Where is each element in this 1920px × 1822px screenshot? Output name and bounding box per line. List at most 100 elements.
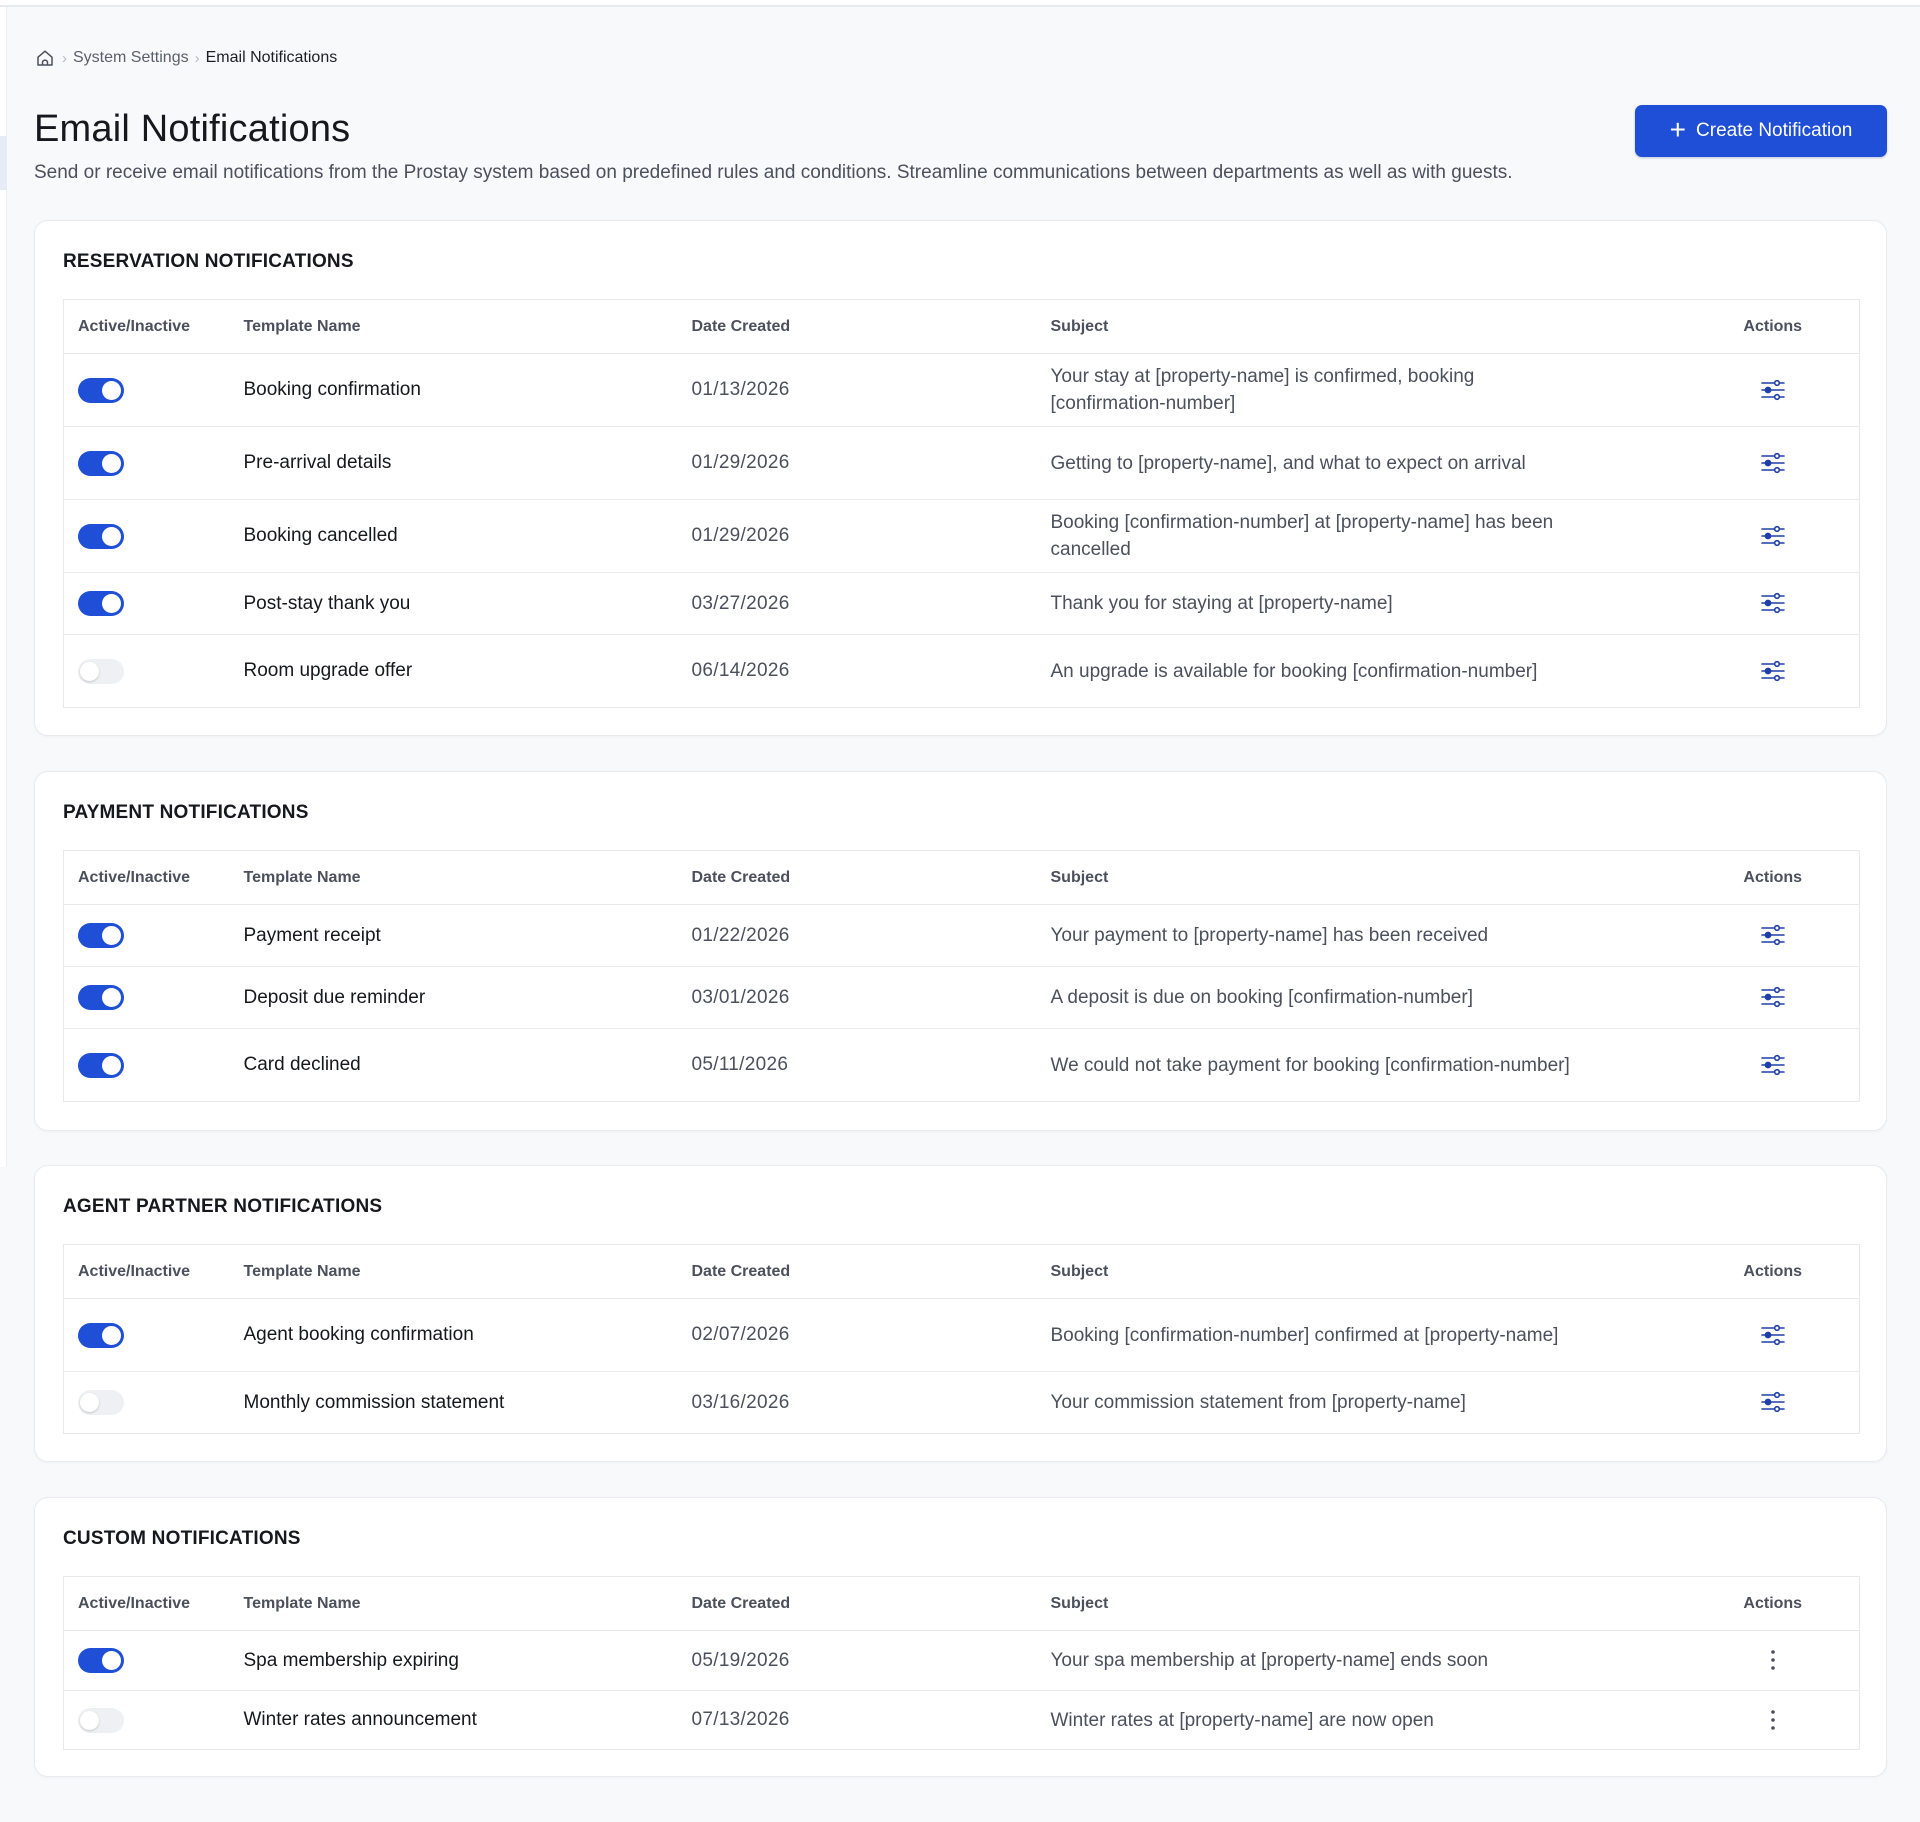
sliders-icon[interactable]: [1755, 1384, 1791, 1420]
template-name[interactable]: Booking cancelled: [243, 525, 398, 546]
active-cell: [64, 1029, 244, 1102]
notification-section-card: PAYMENT NOTIFICATIONS Active/Inactive Temp…: [34, 771, 1887, 1131]
active-toggle[interactable]: [78, 1648, 124, 1673]
actions-cell: [1686, 572, 1860, 635]
subject-text: Your commission statement from [property…: [1050, 1392, 1466, 1413]
template-name-cell: Booking cancelled: [243, 499, 692, 573]
col-date-created-header: Date Created: [691, 850, 1051, 905]
actions-cell: [1686, 966, 1860, 1029]
subject-cell: Thank you for staying at [property-name]: [1050, 572, 1687, 635]
date-created: 01/29/2026: [691, 525, 790, 546]
active-toggle[interactable]: [78, 658, 124, 684]
date-created-cell: 05/11/2026: [692, 1029, 1051, 1102]
home-icon[interactable]: [34, 47, 56, 69]
more-vertical-icon[interactable]: [1755, 1702, 1791, 1738]
date-created: 01/22/2026: [691, 924, 790, 946]
date-created: 02/07/2026: [691, 1324, 790, 1345]
date-created-cell: 01/29/2026: [691, 426, 1051, 500]
subject-cell: An upgrade is available for booking [con…: [1051, 635, 1687, 708]
breadcrumb-system-settings[interactable]: System Settings: [73, 49, 189, 66]
template-name[interactable]: Spa membership expiring: [243, 1649, 459, 1671]
active-cell: [63, 499, 244, 573]
col-subject-header: Subject: [1050, 1576, 1687, 1631]
sliders-icon[interactable]: [1755, 372, 1791, 408]
plus-icon: +: [1669, 113, 1687, 145]
date-created-cell: 02/07/2026: [691, 1298, 1051, 1372]
sliders-icon[interactable]: [1755, 917, 1791, 953]
template-name-cell: Monthly commission statement: [244, 1372, 692, 1434]
create-notification-button[interactable]: + Create Notification: [1635, 105, 1887, 157]
active-toggle[interactable]: [78, 923, 124, 948]
active-toggle[interactable]: [78, 377, 124, 403]
date-created: 03/27/2026: [691, 592, 790, 614]
active-toggle[interactable]: [78, 1322, 124, 1348]
date-created: 01/29/2026: [691, 452, 790, 473]
subject-text: A deposit is due on booking [confirmatio…: [1050, 987, 1473, 1008]
active-cell: [64, 1372, 244, 1434]
col-actions-header: Actions: [1686, 1244, 1860, 1299]
date-created-cell: 01/29/2026: [691, 499, 1051, 573]
template-name[interactable]: Agent booking confirmation: [243, 1324, 474, 1345]
sliders-icon[interactable]: [1755, 1047, 1791, 1083]
template-name[interactable]: Booking confirmation: [243, 379, 421, 400]
notification-section-card: RESERVATION NOTIFICATIONS Active/Inactive…: [34, 220, 1887, 736]
col-actions-header: Actions: [1686, 850, 1860, 905]
sliders-icon[interactable]: [1755, 445, 1791, 481]
active-toggle[interactable]: [78, 1707, 124, 1733]
subject-text: Thank you for staying at [property-name]: [1050, 593, 1393, 614]
active-cell: [63, 904, 244, 967]
table-header-row: Active/Inactive Template Name Date Created…: [63, 299, 1860, 354]
date-created-cell: 03/01/2026: [691, 966, 1051, 1029]
subject-cell: We could not take payment for booking [c…: [1051, 1029, 1687, 1102]
template-name-cell: Booking confirmation: [243, 353, 692, 427]
active-toggle[interactable]: [78, 523, 124, 549]
notifications-table: Active/Inactive Template Name Date Created…: [63, 850, 1860, 1102]
table-row: Post-stay thank you 03/27/2026 Thank you f…: [63, 572, 1860, 635]
active-toggle[interactable]: [78, 1052, 124, 1078]
sliders-icon[interactable]: [1755, 979, 1791, 1015]
sliders-icon[interactable]: [1755, 518, 1791, 554]
date-created: 05/11/2026: [691, 1054, 789, 1075]
breadcrumb-current: Email Notifications: [205, 49, 338, 66]
sliders-icon[interactable]: [1755, 585, 1791, 621]
active-toggle[interactable]: [78, 985, 124, 1010]
actions-cell: [1686, 1298, 1860, 1372]
more-vertical-icon[interactable]: [1755, 1642, 1791, 1678]
active-toggle[interactable]: [78, 450, 124, 476]
sliders-icon[interactable]: [1755, 653, 1791, 689]
subject-text: We could not take payment for booking [c…: [1050, 1054, 1570, 1076]
active-toggle[interactable]: [78, 591, 124, 616]
col-actions-header: Actions: [1686, 1576, 1860, 1631]
col-subject-header: Subject: [1050, 299, 1687, 354]
template-name[interactable]: Monthly commission statement: [243, 1391, 505, 1413]
date-created-cell: 01/22/2026: [691, 904, 1051, 967]
subject-text: Getting to [property-name], and what to …: [1050, 452, 1526, 474]
date-created-cell: 03/16/2026: [692, 1372, 1051, 1434]
date-created: 03/01/2026: [691, 986, 790, 1008]
template-name[interactable]: Pre-arrival details: [243, 452, 392, 473]
table-header-row: Active/Inactive Template Name Date Created…: [63, 850, 1860, 905]
sliders-icon[interactable]: [1755, 1317, 1791, 1353]
active-cell: [63, 426, 244, 500]
actions-cell: [1687, 1691, 1860, 1750]
page-description: Send or receive email notifications from…: [34, 162, 1513, 183]
active-cell: [64, 1691, 244, 1750]
col-subject-header: Subject: [1050, 1244, 1687, 1299]
template-name[interactable]: Payment receipt: [243, 924, 381, 946]
subject-cell: Winter rates at [property-name] are now …: [1051, 1691, 1687, 1750]
actions-cell: [1687, 1372, 1860, 1434]
template-name[interactable]: Card declined: [243, 1054, 361, 1075]
subject-text: An upgrade is available for booking [con…: [1050, 660, 1538, 682]
template-name[interactable]: Winter rates announcement: [243, 1709, 477, 1730]
template-name[interactable]: Room upgrade offer: [243, 660, 413, 681]
chevron-right-icon: ›: [62, 49, 67, 67]
active-toggle[interactable]: [78, 1390, 124, 1415]
notifications-table: Active/Inactive Template Name Date Created…: [63, 1576, 1860, 1750]
template-name[interactable]: Post-stay thank you: [243, 592, 411, 614]
date-created: 06/14/2026: [691, 660, 790, 681]
section-title: CUSTOM NOTIFICATIONS: [63, 1528, 301, 1549]
top-bar: [0, 0, 1920, 7]
col-subject-header: Subject: [1050, 850, 1687, 905]
subject-cell: Getting to [property-name], and what to …: [1050, 426, 1687, 500]
template-name[interactable]: Deposit due reminder: [243, 986, 426, 1008]
